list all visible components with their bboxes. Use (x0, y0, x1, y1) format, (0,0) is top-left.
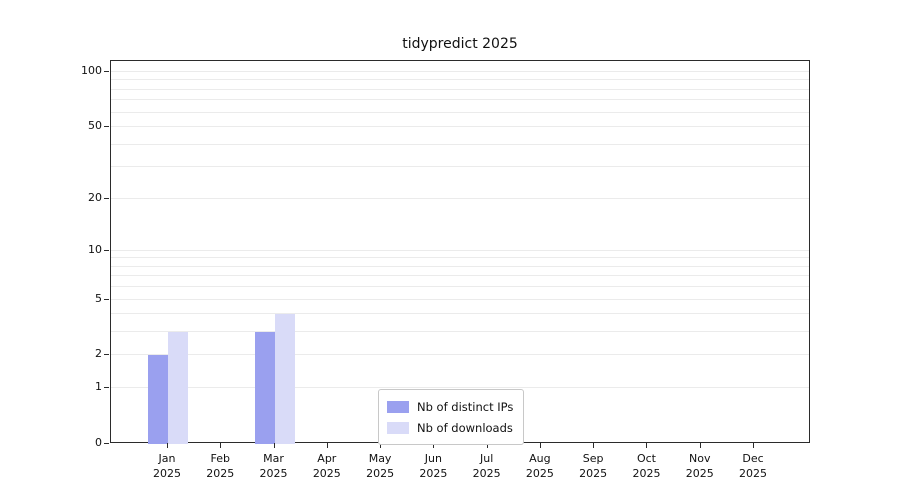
x-tick-label: Jun 2025 (419, 452, 448, 480)
x-tick-mark (593, 443, 595, 448)
x-tick-mark (753, 443, 754, 448)
bar-nb-of-distinct-ips (254, 332, 275, 444)
gridline (111, 197, 809, 199)
x-tick-mark (167, 443, 168, 448)
y-tick-mark (104, 197, 109, 199)
x-tick-mark (646, 443, 648, 448)
bar-nb-of-distinct-ips (148, 355, 168, 444)
legend: Nb of distinct IPs Nb of downloads (378, 389, 525, 445)
y-tick-mark (104, 126, 109, 128)
y-tick-mark (104, 387, 109, 389)
x-tick-label: May 2025 (366, 452, 395, 480)
legend-swatch (387, 400, 409, 413)
x-tick-mark (699, 443, 701, 448)
plot-area (110, 60, 810, 444)
y-tick-label: 2 (95, 347, 102, 361)
legend-row: Nb of distinct IPs (387, 396, 513, 417)
x-tick-mark (433, 443, 435, 448)
x-tick-label: Aug 2025 (525, 452, 554, 480)
x-tick-mark (220, 443, 222, 448)
x-tick-label: Jan 2025 (153, 452, 181, 480)
gridline (111, 275, 809, 277)
gridline (111, 313, 809, 315)
gridline (111, 99, 809, 101)
x-tick-label: Apr 2025 (312, 452, 341, 480)
gridline (111, 111, 809, 113)
x-tick-label: Oct 2025 (632, 452, 661, 480)
y-tick-label: 10 (88, 242, 102, 256)
x-tick-label: Dec 2025 (739, 452, 767, 480)
gridline (111, 298, 809, 300)
gridline (111, 354, 809, 356)
gridline (111, 166, 809, 168)
x-tick-mark (326, 443, 328, 448)
x-tick-mark (486, 443, 488, 448)
bar-nb-of-downloads (168, 332, 188, 444)
x-tick-label: Mar 2025 (259, 452, 288, 480)
y-tick-mark (104, 443, 109, 444)
gridline (111, 143, 809, 145)
gridline (111, 126, 809, 128)
y-tick-label: 5 (95, 291, 102, 305)
y-tick-label: 0 (95, 436, 102, 449)
y-tick-mark (104, 354, 109, 356)
x-tick-label: Jul 2025 (472, 452, 501, 480)
x-tick-label: Sep 2025 (579, 452, 608, 480)
gridline (111, 286, 809, 288)
legend-label: Nb of downloads (417, 420, 513, 435)
y-tick-label: 1 (95, 380, 102, 394)
x-tick-mark (380, 443, 382, 448)
legend-label: Nb of distinct IPs (417, 399, 514, 414)
y-tick-label: 100 (81, 64, 102, 77)
chart-title: tidypredict 2025 (402, 36, 518, 52)
legend-swatch (387, 421, 409, 434)
y-tick-mark (104, 71, 109, 72)
legend-row: Nb of downloads (387, 417, 513, 438)
y-tick-label: 20 (88, 190, 102, 204)
bar-nb-of-downloads (274, 314, 295, 444)
gridline (111, 71, 809, 72)
gridline (111, 387, 809, 389)
x-tick-mark (273, 443, 275, 448)
gridline (111, 88, 809, 90)
x-tick-mark (539, 443, 541, 448)
x-tick-label: Nov 2025 (685, 452, 714, 480)
y-tick-mark (104, 298, 109, 300)
y-tick-mark (104, 249, 109, 251)
x-tick-label: Feb 2025 (206, 452, 235, 480)
gridline (111, 331, 809, 333)
gridline (111, 249, 809, 251)
gridline (111, 257, 809, 259)
gridline (111, 79, 809, 81)
gridline (111, 265, 809, 267)
y-tick-label: 50 (88, 119, 102, 133)
